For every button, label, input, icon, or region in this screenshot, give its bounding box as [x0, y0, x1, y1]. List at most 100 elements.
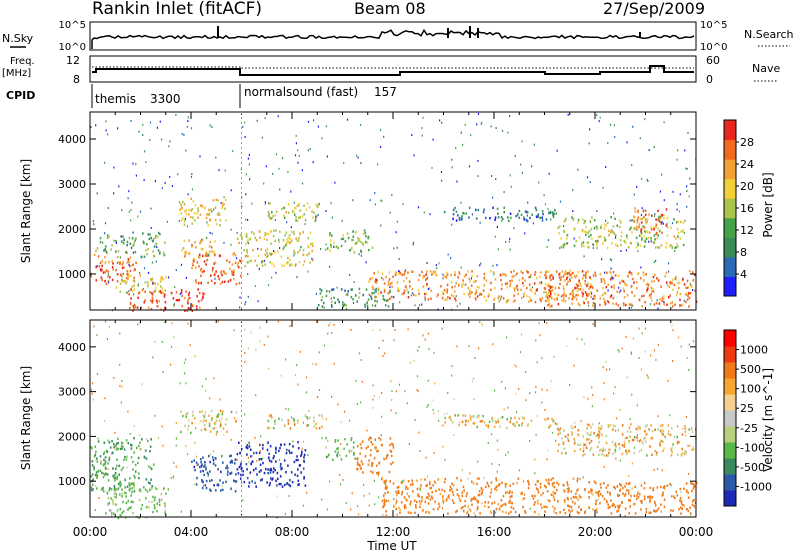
echo-cell — [588, 438, 590, 441]
colorbar-segment — [724, 442, 736, 459]
echo-cell — [640, 508, 642, 511]
echo-cell — [110, 488, 113, 491]
echo-cell — [506, 286, 508, 289]
echo-cell — [612, 277, 615, 280]
echo-cell — [557, 303, 560, 306]
echo-cell — [199, 465, 201, 469]
echo-cell — [203, 414, 206, 417]
echo-cell — [207, 213, 210, 217]
echo-cell — [603, 227, 606, 230]
echo-cell — [186, 412, 189, 415]
noise-cell — [173, 303, 175, 306]
noise-cell — [583, 342, 586, 345]
echo-cell — [330, 234, 333, 237]
noise-cell — [504, 483, 506, 485]
echo-cell — [213, 250, 216, 254]
echo-cell — [604, 292, 607, 295]
noise-cell — [612, 424, 614, 427]
echo-cell — [623, 440, 626, 443]
echo-cell — [524, 511, 527, 515]
noise-cell — [307, 417, 309, 420]
echo-cell — [193, 417, 196, 420]
noise-cell — [517, 214, 519, 217]
echo-cell — [442, 291, 444, 294]
echo-cell — [479, 512, 481, 515]
echo-cell — [264, 233, 266, 237]
echo-cell — [594, 297, 596, 300]
echo-cell — [663, 487, 666, 490]
echo-cell — [258, 451, 261, 454]
noise-cell — [507, 406, 509, 409]
echo-cell — [122, 466, 124, 469]
echo-cell — [462, 505, 464, 509]
echo-cell — [90, 275, 92, 278]
echo-cell — [225, 480, 227, 483]
echo-cell — [353, 453, 355, 456]
echo-cell — [393, 505, 395, 508]
echo-cell — [529, 298, 532, 301]
echo-cell — [603, 292, 605, 295]
echo-cell — [504, 485, 507, 488]
echo-cell — [509, 420, 512, 424]
echo-cell — [128, 306, 131, 310]
echo-cell — [601, 294, 604, 297]
echo-cell — [503, 210, 506, 214]
noise-cell — [215, 433, 217, 436]
echo-cell — [140, 507, 143, 511]
echo-cell — [695, 481, 698, 484]
noise-cell — [461, 469, 463, 471]
echo-cell — [562, 246, 565, 249]
echo-cell — [279, 230, 281, 233]
noise-cell — [443, 501, 445, 504]
echo-cell — [184, 255, 186, 258]
noise-cell — [647, 376, 649, 379]
echo-cell — [90, 486, 93, 489]
echo-cell — [658, 302, 661, 305]
noise-cell — [285, 358, 287, 361]
echo-cell — [659, 444, 661, 447]
noise-cell — [255, 348, 257, 351]
echo-cell — [682, 427, 684, 430]
echo-cell — [692, 448, 695, 451]
echo-cell — [138, 476, 140, 480]
echo-cell — [119, 507, 122, 511]
echo-cell — [319, 287, 321, 291]
noise-cell — [269, 426, 271, 429]
noise-cell — [207, 475, 209, 477]
echo-cell — [662, 493, 664, 496]
echo-cell — [411, 270, 414, 273]
noise-cell — [672, 443, 674, 446]
noise-cell — [230, 189, 232, 192]
echo-cell — [422, 276, 424, 279]
echo-cell — [584, 279, 586, 283]
echo-cell — [298, 464, 301, 467]
echo-cell — [201, 480, 203, 483]
echo-cell — [273, 467, 275, 470]
echo-cell — [588, 496, 590, 499]
noise-cell — [137, 283, 139, 286]
echo-cell — [134, 268, 136, 271]
echo-cell — [523, 497, 526, 500]
echo-cell — [278, 417, 280, 421]
echo-cell — [137, 456, 140, 460]
echo-cell — [506, 418, 508, 421]
echo-cell — [245, 254, 248, 257]
echo-cell — [102, 490, 105, 493]
echo-cell — [115, 493, 118, 496]
echo-cell — [502, 495, 505, 498]
echo-cell — [598, 433, 600, 437]
echo-cell — [431, 497, 434, 500]
noise-cell — [541, 388, 543, 391]
noise-cell — [372, 384, 374, 387]
echo-cell — [144, 299, 146, 302]
echo-cell — [153, 499, 156, 502]
echo-cell — [553, 510, 555, 513]
echo-cell — [124, 478, 126, 482]
echo-cell — [604, 300, 606, 304]
noise-cell — [315, 218, 317, 221]
noise-cell — [552, 505, 554, 508]
noise-cell — [304, 223, 306, 226]
noise-cell — [378, 496, 380, 499]
noise-cell — [321, 437, 323, 440]
echo-cell — [427, 502, 430, 505]
